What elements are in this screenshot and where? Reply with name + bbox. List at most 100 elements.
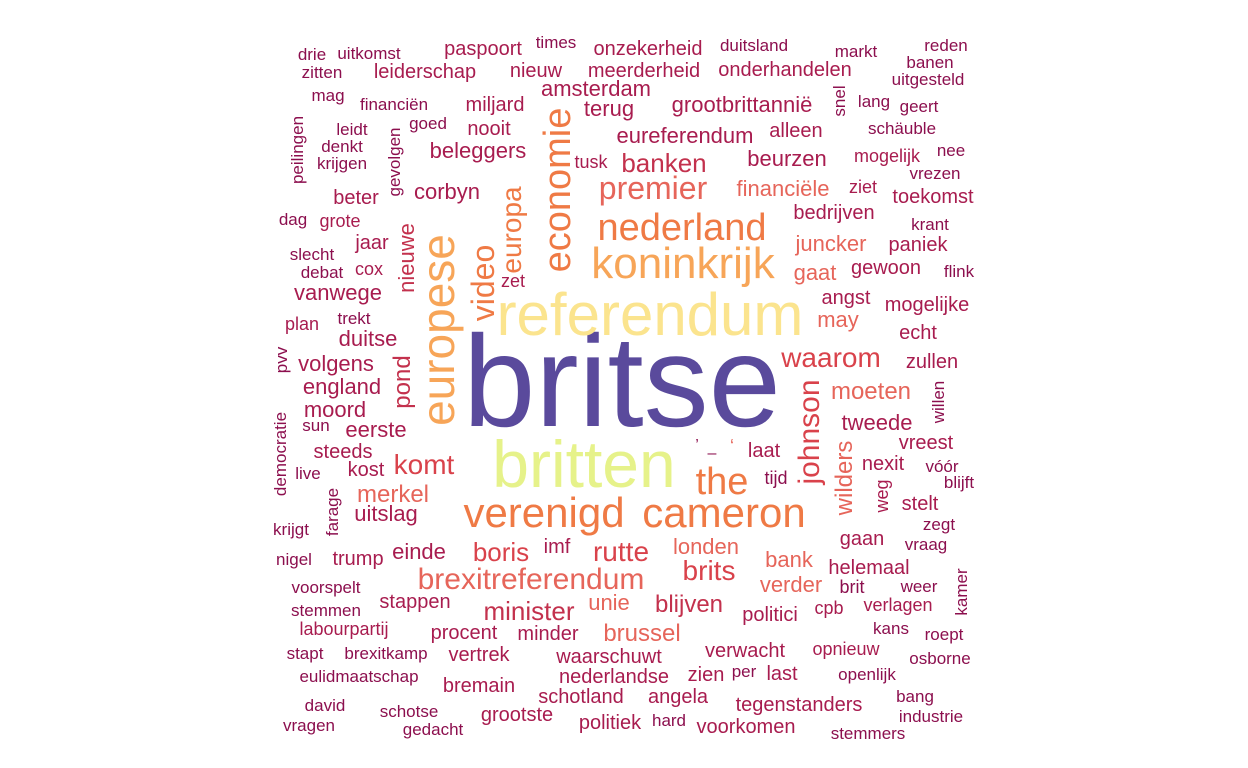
cloud-word: beurzen xyxy=(747,146,827,171)
cloud-word: schäuble xyxy=(868,119,936,138)
cloud-word: angst xyxy=(822,287,871,309)
cloud-word: minister xyxy=(483,596,574,626)
cloud-word: leidt xyxy=(336,120,367,139)
cloud-word: angela xyxy=(648,686,709,708)
cloud-word: willen xyxy=(929,381,948,425)
cloud-word: verlagen xyxy=(863,595,932,615)
cloud-word: schotland xyxy=(538,686,624,708)
cloud-word: rutte xyxy=(593,536,649,567)
cloud-word: ‘ xyxy=(730,436,734,456)
cloud-word: vanwege xyxy=(294,280,382,305)
cloud-word: cpb xyxy=(814,598,843,618)
cloud-word: tweede xyxy=(842,410,913,435)
cloud-word: stemmers xyxy=(831,724,906,743)
cloud-word: gevolgen xyxy=(385,127,404,196)
cloud-word: kost xyxy=(348,459,385,481)
cloud-word: pvv xyxy=(272,346,291,373)
cloud-word: terug xyxy=(584,96,634,121)
cloud-word: corbyn xyxy=(414,179,480,204)
cloud-word: bank xyxy=(765,547,814,572)
cloud-word: weg xyxy=(872,479,892,513)
cloud-word: grootbrittannië xyxy=(672,92,813,117)
cloud-word: verder xyxy=(760,572,822,597)
cloud-word: financiën xyxy=(360,95,428,114)
cloud-word: industrie xyxy=(899,707,963,726)
cloud-word: helemaal xyxy=(828,557,909,579)
cloud-word: voorspelt xyxy=(292,578,361,597)
cloud-word: minder xyxy=(517,623,578,645)
cloud-word: krijgt xyxy=(273,520,309,539)
cloud-word: openlijk xyxy=(838,665,896,684)
cloud-word: vrezen xyxy=(909,164,960,183)
cloud-word: eulidmaatschap xyxy=(299,667,418,686)
cloud-word: may xyxy=(817,307,859,332)
cloud-word: vóór xyxy=(925,457,958,476)
cloud-word: cox xyxy=(355,259,383,279)
cloud-word: labourpartij xyxy=(299,619,388,639)
cloud-word: paspoort xyxy=(444,38,522,60)
cloud-word: snel xyxy=(830,85,849,116)
cloud-word: sun xyxy=(302,416,329,435)
cloud-word: krant xyxy=(911,215,949,234)
cloud-word: weer xyxy=(900,577,938,596)
cloud-word: financiële xyxy=(737,176,830,201)
cloud-word: steeds xyxy=(314,441,373,463)
cloud-word: nederland xyxy=(597,207,766,249)
cloud-word: grootste xyxy=(481,704,553,726)
cloud-word: vreest xyxy=(899,432,954,454)
cloud-word: nooit xyxy=(467,118,511,140)
cloud-word: kamer xyxy=(952,568,971,616)
cloud-word: echt xyxy=(899,322,937,344)
cloud-word: drie xyxy=(298,45,326,64)
cloud-word: video xyxy=(465,245,501,322)
cloud-word: pond xyxy=(389,355,416,408)
cloud-word: premier xyxy=(599,170,708,206)
cloud-word: trekt xyxy=(337,309,370,328)
cloud-word: banken xyxy=(621,148,706,178)
cloud-word: bremain xyxy=(443,675,515,697)
cloud-word: europese xyxy=(412,234,464,426)
cloud-word: grote xyxy=(319,211,360,231)
cloud-word: unie xyxy=(588,590,630,615)
cloud-word: juncker xyxy=(795,231,867,256)
cloud-word: gaat xyxy=(794,260,837,285)
cloud-word: eureferendum xyxy=(617,123,754,148)
cloud-word: hard xyxy=(652,711,686,730)
cloud-word: blijven xyxy=(655,591,723,618)
cloud-word: roept xyxy=(925,625,964,644)
cloud-word: live xyxy=(295,464,321,483)
cloud-word: verwacht xyxy=(705,640,785,662)
cloud-word: politici xyxy=(742,604,798,626)
cloud-word: per xyxy=(732,662,757,681)
cloud-word: uitslag xyxy=(354,501,418,526)
cloud-word: goed xyxy=(409,114,447,133)
cloud-word: duitse xyxy=(339,326,398,351)
cloud-word: markt xyxy=(835,42,878,61)
cloud-word: nederlandse xyxy=(559,666,669,688)
cloud-word: laat xyxy=(748,440,781,462)
cloud-word: bedrijven xyxy=(793,202,874,224)
cloud-word: moord xyxy=(304,397,366,422)
cloud-word: nieuw xyxy=(510,60,563,82)
cloud-word: leiderschap xyxy=(374,61,476,83)
cloud-word: uitgesteld xyxy=(892,70,965,89)
cloud-word: stappen xyxy=(379,591,450,613)
cloud-word: onzekerheid xyxy=(594,38,703,60)
cloud-word: beter xyxy=(333,187,379,209)
cloud-word: mogelijke xyxy=(885,294,969,316)
cloud-word: procent xyxy=(431,622,498,644)
cloud-word: waarom xyxy=(780,342,881,373)
cloud-word: nee xyxy=(937,141,965,160)
cloud-word: geert xyxy=(900,97,939,116)
cloud-word: moeten xyxy=(831,378,911,405)
cloud-word: amsterdam xyxy=(541,76,651,101)
cloud-word: komt xyxy=(394,449,455,480)
cloud-word: lang xyxy=(858,92,890,111)
cloud-word: trump xyxy=(332,548,383,570)
cloud-word: londen xyxy=(673,534,739,559)
cloud-word: imf xyxy=(544,536,571,558)
cloud-word: europa xyxy=(496,186,527,274)
cloud-word: tijd xyxy=(764,468,787,488)
cloud-word: last xyxy=(766,663,798,685)
